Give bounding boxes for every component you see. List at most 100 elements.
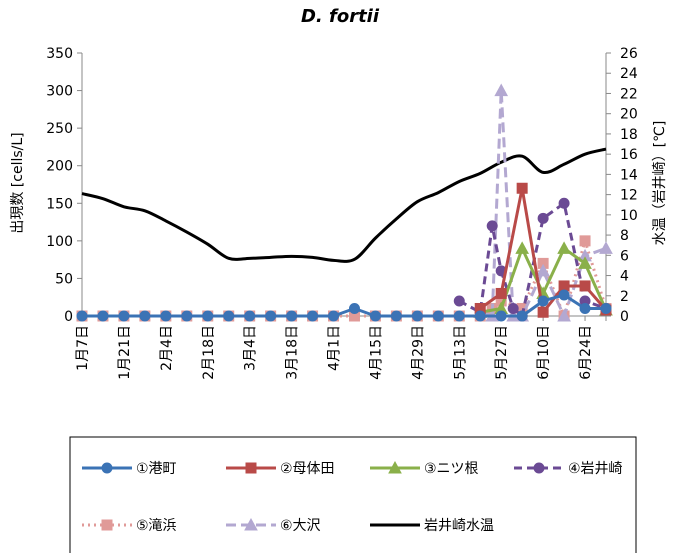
legend-label: 岩井崎水温 (424, 518, 494, 534)
y-tick-label: 200 (46, 159, 73, 175)
legend-item-4: ④岩井崎 (514, 461, 623, 477)
data-point (286, 310, 298, 322)
legend-swatch-marker (244, 517, 258, 531)
data-point (411, 310, 423, 322)
data-point (453, 295, 465, 307)
data-point (494, 83, 509, 97)
legend-swatch-marker (533, 462, 545, 474)
x-tick-label: 4月15日 (368, 325, 384, 380)
legend: ①港町 ②母体田 ③ニツ根 ④岩井崎 ⑤滝浜 ⑥大沢 岩井崎水温 (69, 436, 637, 553)
y-tick-label: 50 (55, 271, 73, 287)
data-point (579, 280, 591, 292)
data-point (181, 310, 193, 322)
y2-axis-label: 水温（岩井崎）[℃] (652, 121, 668, 246)
legend-label: ③ニツ根 (424, 461, 479, 477)
legend-swatch-marker (388, 460, 402, 474)
data-point (557, 241, 571, 254)
y-tick-label: 250 (46, 121, 73, 137)
data-point (507, 302, 519, 314)
series-7 (81, 147, 607, 263)
legend-label: ⑤滝浜 (136, 518, 177, 534)
data-point (223, 310, 235, 322)
y2-tick-label: 24 (620, 66, 638, 82)
data-point (486, 220, 498, 232)
y-tick-label: 150 (46, 196, 73, 212)
y2-tick-label: 20 (620, 107, 638, 123)
data-point (453, 310, 465, 322)
y-axis-label: 出現数 [cells/L] (10, 132, 26, 233)
data-point (558, 197, 570, 209)
y-tick-label: 350 (46, 46, 73, 62)
y2-tick-label: 16 (620, 147, 638, 163)
y2-tick-label: 18 (620, 127, 638, 143)
legend-item-6: ⑥大沢 (226, 517, 321, 534)
data-point (495, 310, 507, 322)
x-tick-label: 4月1日 (327, 325, 343, 371)
legend-box (69, 436, 637, 553)
y-tick-label: 0 (64, 309, 73, 325)
data-point (599, 241, 613, 254)
data-point (474, 310, 486, 322)
data-point (432, 310, 444, 322)
x-tick-label: 2月18日 (201, 325, 217, 380)
data-point (76, 310, 88, 322)
data-point (328, 310, 340, 322)
x-tick-label: 6月24日 (578, 325, 594, 380)
series-line (81, 147, 607, 263)
legend-swatch-marker (101, 519, 113, 531)
y2-tick-label: 2 (620, 289, 629, 305)
y2-tick-label: 6 (620, 248, 629, 264)
data-point (390, 310, 402, 322)
y2-tick-label: 0 (620, 309, 629, 325)
y2-tick-label: 22 (620, 86, 638, 102)
data-point (558, 280, 570, 292)
y2-tick-label: 10 (620, 208, 638, 224)
series-line (458, 201, 607, 318)
data-point (369, 310, 381, 322)
legend-label: ①港町 (136, 461, 177, 477)
legend-swatch-marker (245, 462, 257, 474)
y2-tick-label: 26 (620, 46, 638, 62)
plot-area: 0501001502002503003500246810121416182022… (46, 46, 638, 380)
x-tick-label: 3月18日 (285, 325, 301, 380)
data-point (515, 241, 530, 254)
y2-tick-label: 14 (620, 167, 638, 183)
x-tick-label: 2月4日 (159, 325, 175, 371)
legend-item-3: ③ニツ根 (370, 460, 479, 477)
data-point (139, 310, 151, 322)
data-point (516, 182, 528, 194)
data-point (579, 302, 591, 314)
x-tick-label: 1月21日 (117, 325, 133, 380)
series-1 (76, 289, 612, 322)
x-tick-label: 6月10日 (536, 325, 552, 380)
x-tick-label: 3月4日 (243, 325, 259, 371)
y2-tick-label: 8 (620, 228, 629, 244)
legend-label: ⑥大沢 (280, 518, 321, 534)
data-point (537, 295, 549, 307)
data-point (348, 302, 360, 314)
data-point (265, 310, 277, 322)
data-point (97, 310, 109, 322)
x-tick-label: 5月27日 (494, 325, 510, 380)
data-point (495, 287, 507, 299)
y-tick-label: 300 (46, 84, 73, 100)
data-point (557, 308, 571, 322)
data-point (537, 306, 549, 318)
data-point (202, 310, 214, 322)
y2-tick-label: 4 (620, 269, 629, 285)
x-tick-label: 1月7日 (75, 325, 91, 371)
data-point (579, 235, 591, 247)
data-point (516, 310, 528, 322)
y2-tick-label: 12 (620, 188, 638, 204)
legend-label: ②母体田 (280, 461, 335, 477)
data-point (558, 289, 570, 301)
data-point (160, 310, 172, 322)
data-point (244, 310, 256, 322)
x-tick-label: 4月29日 (410, 325, 426, 380)
legend-item-1: ①港町 (82, 461, 177, 477)
legend-item-2: ②母体田 (226, 461, 335, 477)
data-point (307, 310, 319, 322)
data-point (536, 263, 550, 277)
legend-swatch-marker (101, 462, 113, 474)
